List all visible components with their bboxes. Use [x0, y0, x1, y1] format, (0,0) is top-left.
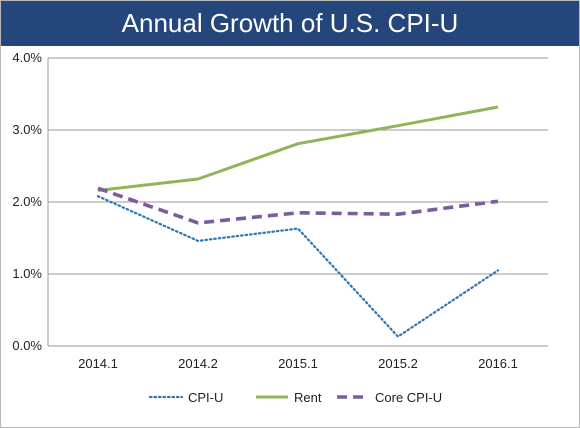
y-tick-label: 1.0% — [12, 266, 42, 281]
legend-label: Core CPI-U — [375, 390, 442, 405]
title-bar — [1, 1, 579, 46]
y-tick-label: 4.0% — [12, 50, 42, 65]
chart-title: Annual Growth of U.S. CPI-U — [121, 8, 459, 38]
y-tick-label: 0.0% — [12, 338, 42, 353]
x-tick-label: 2015.2 — [378, 356, 418, 371]
x-tick-label: 2014.2 — [178, 356, 218, 371]
x-tick-label: 2015.1 — [278, 356, 318, 371]
legend-label: CPI-U — [188, 390, 223, 405]
series-line-rent — [97, 105, 499, 192]
y-tick-label: 3.0% — [12, 122, 42, 137]
x-tick-label: 2016.1 — [478, 356, 518, 371]
y-tick-label: 2.0% — [12, 194, 42, 209]
series-line-cpi-u — [96, 195, 500, 338]
series-line-core-cpi-u — [97, 186, 499, 225]
legend-label: Rent — [294, 390, 322, 405]
x-tick-label: 2014.1 — [78, 356, 118, 371]
